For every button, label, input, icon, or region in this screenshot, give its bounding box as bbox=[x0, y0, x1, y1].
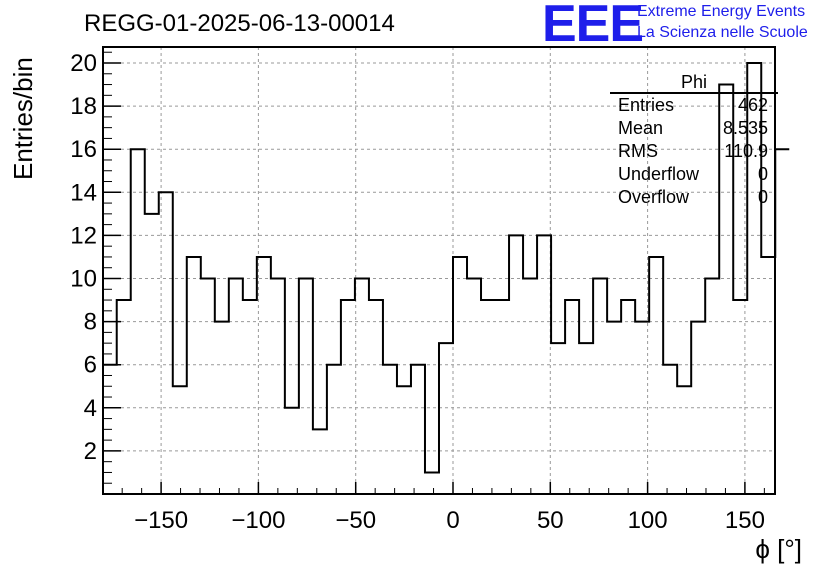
histogram-bin bbox=[187, 257, 201, 494]
y-tick-label: 16 bbox=[70, 136, 97, 163]
y-axis: 2 4 6 8 10 12 14 16 18 20 bbox=[70, 50, 121, 484]
histogram-bin bbox=[467, 279, 481, 495]
stats-key: RMS bbox=[618, 141, 658, 161]
stats-value: 110.9 bbox=[724, 141, 768, 161]
y-tick-label: 18 bbox=[70, 93, 97, 120]
histogram-bin bbox=[131, 149, 145, 494]
y-tick-label: 2 bbox=[84, 438, 97, 465]
histogram-bin bbox=[439, 343, 453, 494]
histogram-bin bbox=[411, 365, 425, 494]
histogram-bin bbox=[243, 300, 257, 494]
y-tick-label: 14 bbox=[70, 179, 97, 206]
histogram-bin bbox=[313, 429, 327, 494]
x-tick-label: 0 bbox=[446, 507, 459, 534]
x-tick-label: 150 bbox=[725, 507, 765, 534]
histogram-bin bbox=[327, 365, 341, 494]
eee-logo: EEE bbox=[542, 0, 644, 53]
histogram-bin bbox=[355, 279, 369, 495]
histogram-bin bbox=[705, 279, 719, 495]
x-tick-label: −100 bbox=[231, 507, 285, 534]
histogram-bin bbox=[145, 214, 159, 494]
histogram-bin bbox=[383, 365, 397, 494]
y-axis-label-wrap: Entries/bin bbox=[6, 0, 46, 300]
x-tick-label: −50 bbox=[335, 507, 376, 534]
histogram-bin bbox=[677, 386, 691, 494]
stats-row-entries: Entries 462 bbox=[610, 94, 778, 117]
stats-value: 8.535 bbox=[722, 118, 768, 138]
stats-key: Entries bbox=[618, 95, 675, 115]
y-tick-label: 4 bbox=[84, 395, 97, 422]
histogram-bin bbox=[341, 300, 355, 494]
histogram-bin bbox=[425, 472, 439, 494]
stats-value: 0 bbox=[757, 187, 768, 207]
histogram-bin bbox=[621, 300, 635, 494]
histogram-bin bbox=[565, 300, 579, 494]
histogram-bin bbox=[299, 279, 313, 495]
histogram-bin bbox=[257, 257, 271, 494]
stats-key: Underflow bbox=[618, 164, 700, 184]
histogram-series bbox=[102, 62, 790, 495]
stats-title: Phi bbox=[610, 72, 778, 94]
plot-frame bbox=[102, 46, 776, 495]
x-tick-label: 100 bbox=[628, 507, 668, 534]
y-axis-label: Entries/bin bbox=[8, 57, 38, 180]
histogram-bin bbox=[481, 300, 495, 494]
histogram-bin bbox=[201, 279, 215, 495]
histogram-bin bbox=[495, 300, 509, 494]
stats-row-overflow: Overflow 0 bbox=[610, 186, 778, 209]
y-tick-label: 20 bbox=[70, 50, 97, 77]
histogram-bin bbox=[173, 386, 187, 494]
histogram-outline bbox=[102, 62, 790, 474]
x-tick-label: −150 bbox=[134, 507, 188, 534]
histogram-bin bbox=[523, 279, 537, 495]
y-tick-label: 12 bbox=[70, 222, 97, 249]
y-tick-label: 6 bbox=[84, 352, 97, 379]
stats-key: Mean bbox=[618, 118, 664, 138]
logo-line-2: La Scienza nelle Scuole bbox=[637, 24, 808, 41]
histogram-bin bbox=[579, 343, 593, 494]
plot-title: REGG-01-2025-06-13-00014 bbox=[84, 10, 395, 37]
histogram-bin bbox=[649, 257, 663, 494]
stats-row-underflow: Underflow 0 bbox=[610, 163, 778, 186]
histogram-bin bbox=[663, 365, 677, 494]
histogram-bin bbox=[551, 343, 565, 494]
stats-box: Phi Entries 462 Mean 8.535 RMS 110.9 Und… bbox=[610, 72, 778, 209]
stats-row-mean: Mean 8.535 bbox=[610, 117, 778, 140]
x-axis-label: ϕ [°] bbox=[755, 534, 802, 564]
x-tick-label: 50 bbox=[537, 507, 564, 534]
histogram-bin bbox=[369, 300, 383, 494]
histogram-bin bbox=[271, 279, 285, 495]
histogram-bin bbox=[397, 386, 411, 494]
stats-value: 462 bbox=[737, 95, 768, 115]
histogram-bin bbox=[229, 279, 243, 495]
histogram-bin bbox=[453, 257, 467, 494]
histogram-bin bbox=[593, 279, 607, 495]
y-tick-label: 8 bbox=[84, 309, 97, 336]
stats-key: Overflow bbox=[618, 187, 690, 207]
stats-value: 0 bbox=[757, 164, 768, 184]
y-tick-label: 10 bbox=[70, 266, 97, 293]
logo-line-1: Extreme Energy Events bbox=[637, 3, 806, 20]
histogram-bin bbox=[761, 257, 775, 494]
x-axis: −150 −100 −50 0 50 100 150 bbox=[121, 482, 765, 534]
histogram-bin bbox=[215, 322, 229, 494]
stats-row-rms: RMS 110.9 bbox=[610, 140, 778, 163]
histogram-bin bbox=[117, 300, 131, 494]
